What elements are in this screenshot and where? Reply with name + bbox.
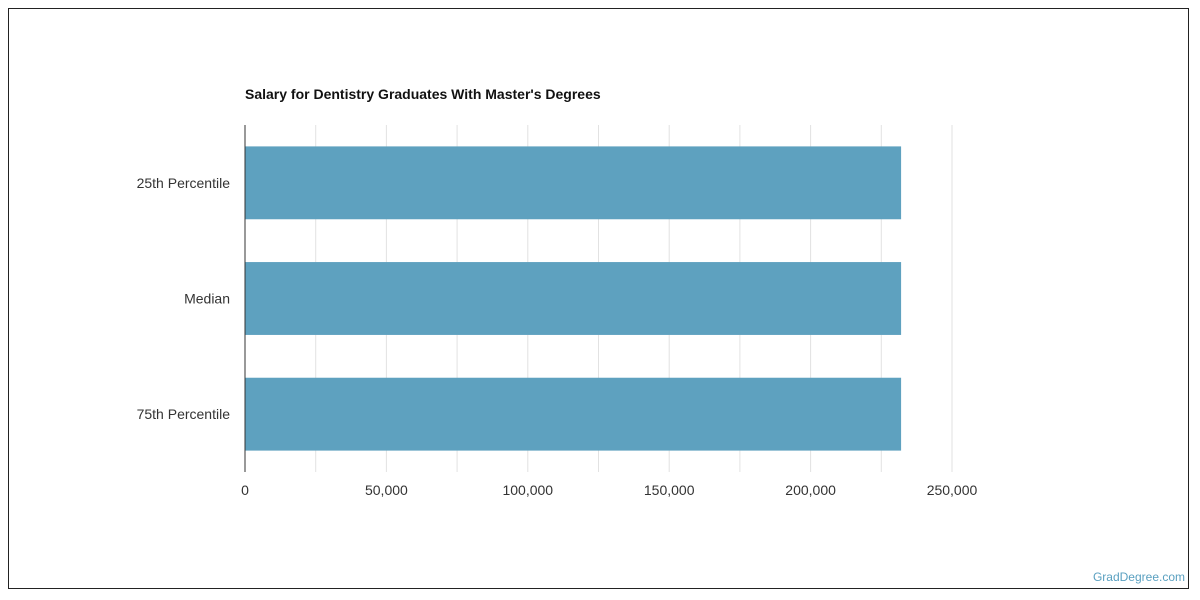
bar xyxy=(245,146,902,220)
category-label: 75th Percentile xyxy=(137,406,231,422)
x-tick-label: 150,000 xyxy=(644,482,695,498)
bar xyxy=(245,377,902,451)
x-tick-label: 50,000 xyxy=(365,482,408,498)
bar xyxy=(245,262,902,335)
chart-frame xyxy=(8,8,1189,589)
chart-title: Salary for Dentistry Graduates With Mast… xyxy=(245,86,601,102)
category-label: Median xyxy=(184,291,230,307)
x-tick-label: 200,000 xyxy=(785,482,836,498)
watermark-link[interactable]: GradDegree.com xyxy=(1092,570,1185,584)
x-tick-label: 100,000 xyxy=(502,482,553,498)
x-tick-label: 0 xyxy=(241,482,249,498)
x-tick-label: 250,000 xyxy=(927,482,978,498)
category-label: 25th Percentile xyxy=(137,175,231,191)
